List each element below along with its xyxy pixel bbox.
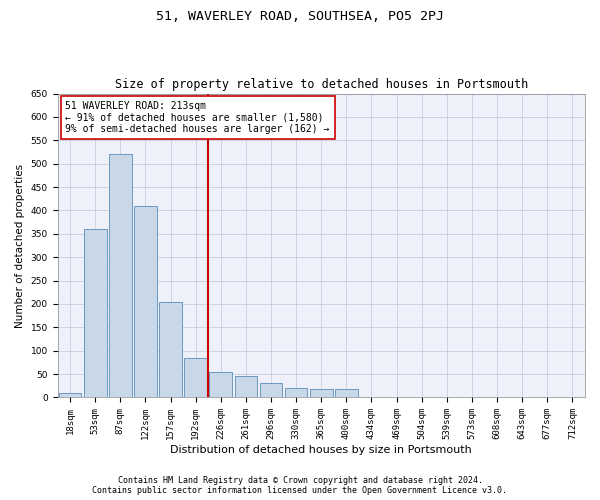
Bar [209,372,232,398]
Text: 51, WAVERLEY ROAD, SOUTHSEA, PO5 2PJ: 51, WAVERLEY ROAD, SOUTHSEA, PO5 2PJ [156,10,444,23]
Bar [184,358,207,398]
Bar [159,302,182,398]
Title: Size of property relative to detached houses in Portsmouth: Size of property relative to detached ho… [115,78,528,91]
Bar [486,396,508,398]
Bar [335,389,358,398]
Text: Contains HM Land Registry data © Crown copyright and database right 2024.
Contai: Contains HM Land Registry data © Crown c… [92,476,508,495]
Bar [109,154,131,398]
Bar [235,376,257,398]
Bar [260,384,283,398]
Bar [561,396,584,398]
Bar [134,206,157,398]
Text: 51 WAVERLEY ROAD: 213sqm
← 91% of detached houses are smaller (1,580)
9% of semi: 51 WAVERLEY ROAD: 213sqm ← 91% of detach… [65,101,330,134]
Bar [310,389,332,398]
Bar [84,229,107,398]
Bar [59,393,82,398]
X-axis label: Distribution of detached houses by size in Portsmouth: Distribution of detached houses by size … [170,445,472,455]
Y-axis label: Number of detached properties: Number of detached properties [15,164,25,328]
Bar [285,388,307,398]
